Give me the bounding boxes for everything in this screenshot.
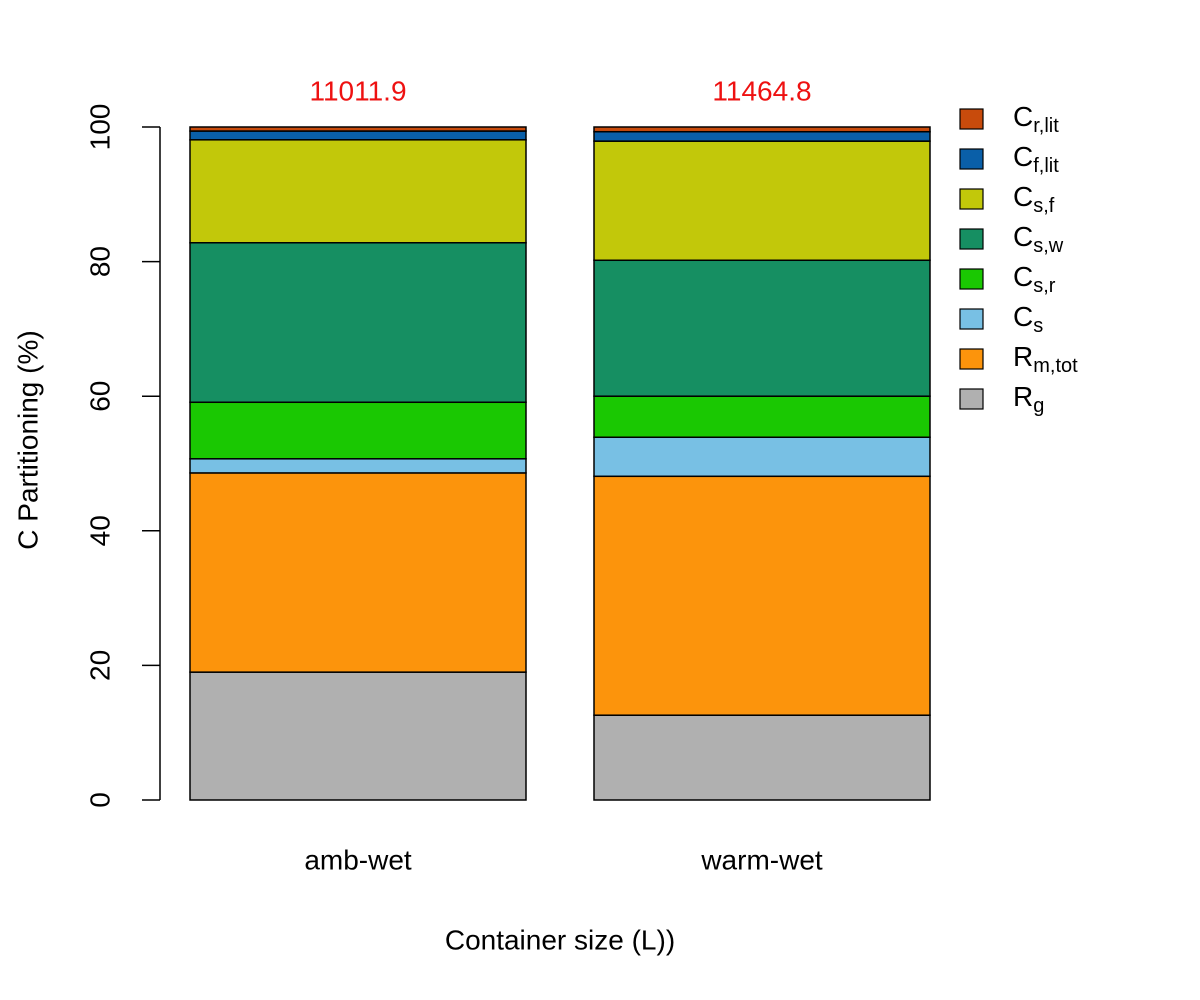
legend-label: Cf,lit (1013, 141, 1059, 177)
bar-segment (189, 130, 527, 141)
x-tick-label: amb-wet (304, 844, 412, 875)
legend-swatch (959, 388, 984, 410)
bar-segment (189, 126, 527, 132)
bar-segment (593, 140, 931, 262)
bar-segment (593, 714, 931, 801)
bar-total-label: 11464.8 (712, 75, 811, 106)
y-tick-label: 60 (84, 381, 115, 412)
bar-segment (593, 259, 931, 397)
legend-swatch (959, 188, 984, 210)
x-axis-title: Container size (L)) (445, 924, 675, 955)
legend-label: Rm,tot (1013, 341, 1078, 377)
y-tick-label: 100 (84, 104, 115, 151)
y-tick-label: 80 (84, 246, 115, 277)
legend-label: Cs,w (1013, 221, 1064, 257)
legend-label: Cs,f (1013, 181, 1055, 217)
y-tick-label: 20 (84, 650, 115, 681)
legend-swatch (959, 228, 984, 250)
legend-swatch (959, 268, 984, 290)
bar-segment (189, 139, 527, 244)
legend-label: Cr,lit (1013, 101, 1059, 137)
y-tick-label: 40 (84, 515, 115, 546)
bar-segment (189, 458, 527, 474)
bar-total-label: 11011.9 (309, 75, 406, 106)
bar-segment (189, 401, 527, 460)
legend-label: Rg (1013, 381, 1044, 417)
legend-label: Cs,r (1013, 261, 1056, 297)
y-axis-title: C Partitioning (%) (12, 330, 43, 549)
bar-segment (593, 436, 931, 478)
x-tick-label: warm-wet (700, 844, 823, 875)
bar-segment (189, 472, 527, 673)
legend-swatch (959, 108, 984, 130)
bar-segment (593, 475, 931, 716)
bar-segment (593, 126, 931, 133)
bar-segment (593, 395, 931, 439)
legend-swatch (959, 148, 984, 170)
legend-swatch (959, 348, 984, 370)
bar-segment (189, 242, 527, 404)
legend-label: Cs (1013, 301, 1043, 337)
y-tick-label: 0 (84, 792, 115, 808)
legend-swatch (959, 308, 984, 330)
bar-segment (189, 671, 527, 801)
bar-segment (593, 130, 931, 142)
